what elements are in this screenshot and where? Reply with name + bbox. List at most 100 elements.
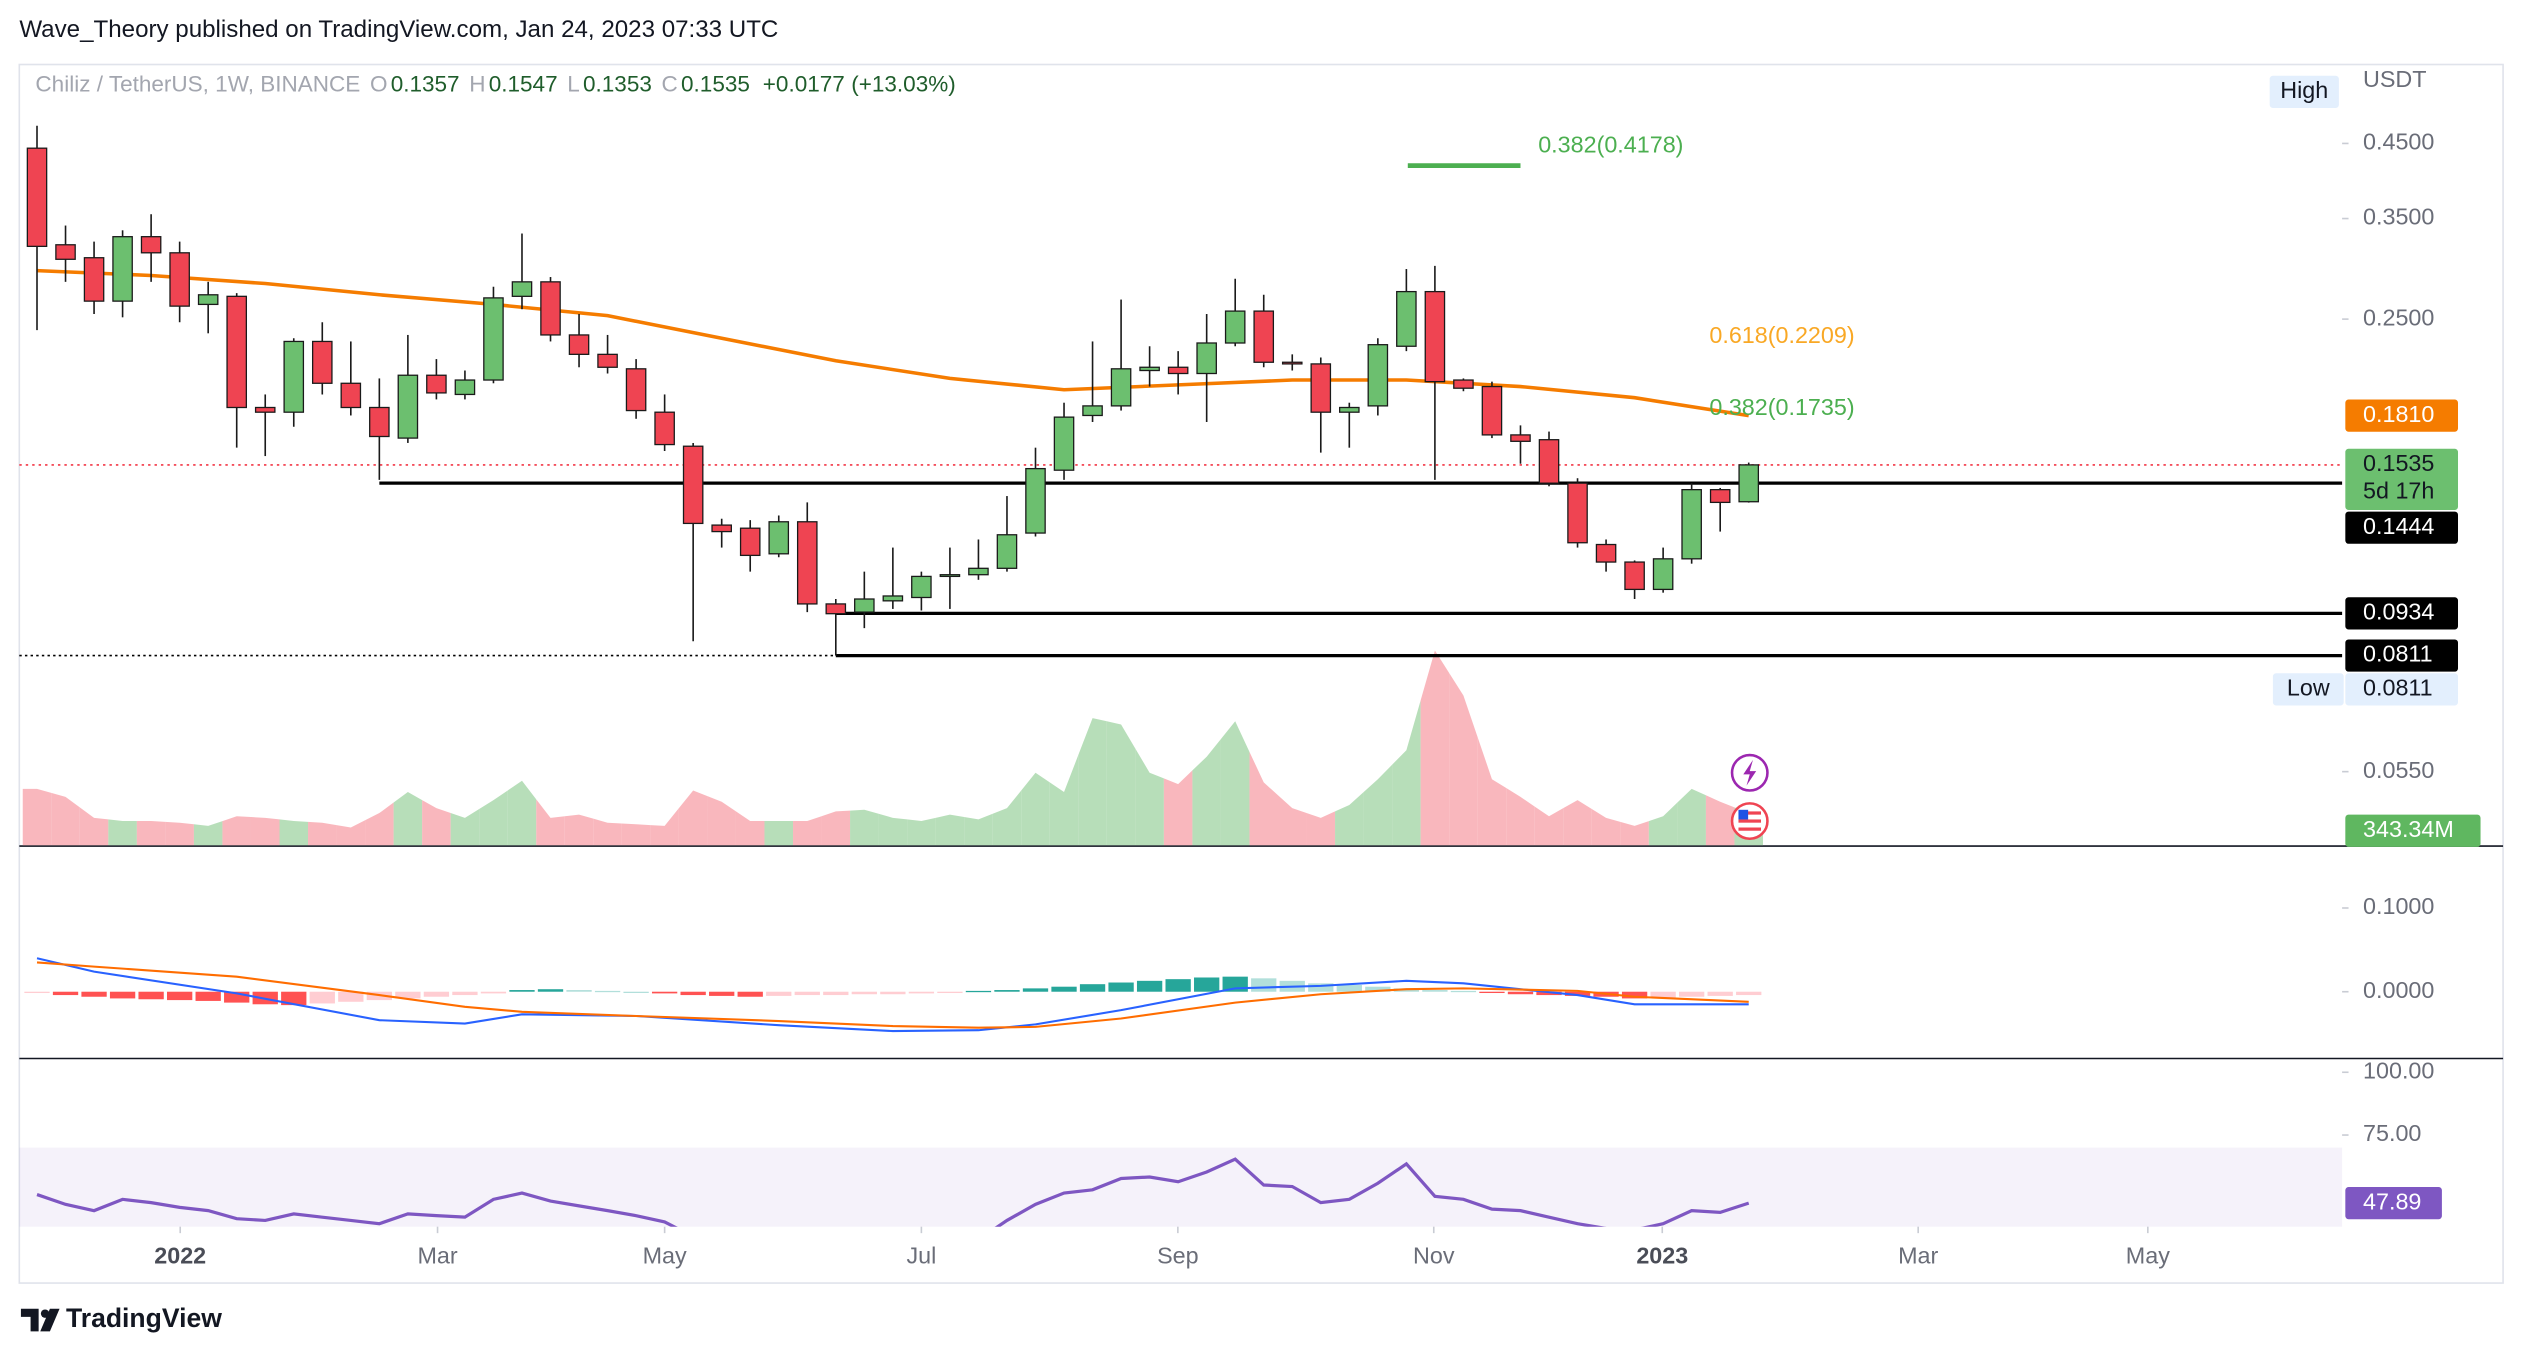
- candle-body: [283, 340, 305, 413]
- symbol-legend: Chiliz / TetherUS, 1W, BINANCE O 0.1357 H 0.…: [35, 71, 955, 96]
- macd-histogram-bar: [395, 991, 421, 999]
- macd-histogram-bar: [1536, 991, 1562, 996]
- macd-histogram-bar: [680, 991, 706, 996]
- macd-histogram-bar: [1365, 986, 1391, 992]
- volume-area: [450, 808, 480, 846]
- volume-area: [650, 808, 679, 846]
- x-tick-label: Mar: [1898, 1242, 1938, 1268]
- macd-histogram-bar: [737, 991, 763, 997]
- candle-body: [1367, 344, 1389, 407]
- volume-area: [1620, 821, 1649, 846]
- volume-area: [250, 817, 280, 846]
- macd-histogram-bar: [81, 991, 107, 997]
- macd-histogram-bar: [965, 990, 992, 993]
- symbol-name: Chiliz / TetherUS, 1W, BINANCE: [35, 71, 360, 96]
- macd-histogram-bar: [1450, 990, 1477, 993]
- candle-body: [1652, 558, 1674, 591]
- macd-histogram-bar: [937, 991, 963, 994]
- volume-area: [536, 799, 565, 846]
- price-box-label: 0.1535: [2363, 450, 2434, 476]
- volume-area: [1677, 788, 1706, 846]
- y-tick-label: 0.3500: [2363, 204, 2434, 230]
- macd-histogram-bar: [1194, 977, 1220, 992]
- candle-body: [825, 603, 847, 615]
- macd-histogram-bar: [52, 991, 79, 996]
- ohlc-key: L: [567, 71, 580, 96]
- volume-area: [507, 780, 537, 846]
- ohlc-key: O: [370, 71, 388, 96]
- volume-box-label: 343.34M: [2363, 816, 2454, 842]
- macd-line: [36, 957, 1749, 1033]
- volume-area: [1078, 718, 1107, 846]
- candle-body: [939, 574, 961, 578]
- candle-body: [1538, 439, 1560, 484]
- candle-body: [197, 294, 219, 306]
- candle-body: [796, 521, 818, 605]
- price-box: [2345, 448, 2459, 510]
- axis-unit: USDT: [2363, 66, 2427, 92]
- candle-body: [1310, 363, 1332, 413]
- price-box-label: 5d 17h: [2363, 477, 2434, 503]
- icon-lightning: [1743, 759, 1757, 786]
- candle-body: [1396, 290, 1417, 347]
- price-box: [2345, 597, 2459, 630]
- change: +0.0177: [763, 71, 845, 96]
- macd-histogram-bar: [195, 991, 221, 1001]
- candle-body: [483, 297, 504, 381]
- macd-histogram-bar: [1051, 986, 1077, 992]
- macd-histogram-bar: [452, 991, 478, 996]
- volume-area: [764, 821, 794, 846]
- volume-area: [1477, 737, 1507, 846]
- macd-histogram-bar: [1650, 991, 1676, 998]
- volume-area: [907, 817, 936, 846]
- candle-body: [1139, 366, 1160, 372]
- volume-area: [279, 819, 309, 846]
- volume-area: [1534, 806, 1564, 846]
- volume-area: [1306, 811, 1336, 846]
- volume-area: [593, 818, 622, 846]
- volume-area: [108, 819, 137, 846]
- volume-area: [621, 823, 651, 846]
- candle-body: [254, 406, 276, 413]
- macd-histogram-bar: [908, 991, 935, 994]
- macd-histogram-bar: [309, 991, 335, 1004]
- candle-body: [1424, 290, 1446, 383]
- macd-histogram-bar: [1679, 991, 1705, 997]
- macd-histogram-bar: [1165, 979, 1191, 992]
- volume-area: [51, 792, 80, 846]
- macd-tick-label: 0.0000: [2363, 977, 2434, 1003]
- candle-body: [112, 236, 133, 302]
- macd-histogram-bar: [594, 990, 621, 993]
- icon-stripe: [1738, 827, 1762, 831]
- volume-area: [336, 820, 366, 846]
- candle-body: [854, 598, 875, 613]
- volume-area: [1420, 650, 1450, 846]
- macd-histogram-bar: [1422, 990, 1448, 992]
- candle-body: [55, 244, 76, 260]
- candle-body: [140, 236, 162, 254]
- price-box-label: 0.1810: [2363, 401, 2434, 427]
- plot-layer: Chiliz / TetherUS, 1W, BINANCE O 0.1357 H 0.…: [19, 66, 2481, 1268]
- ohlc-key: C: [662, 71, 678, 96]
- candle-body: [597, 353, 618, 368]
- volume-area: [365, 802, 394, 846]
- volume-area: [222, 816, 251, 846]
- rsi-tick-label: 100.00: [2363, 1057, 2434, 1083]
- candle-body: [1510, 434, 1531, 442]
- candle-body: [1567, 482, 1588, 544]
- macd-histogram-bar: [1707, 991, 1733, 996]
- volume-area: [850, 809, 879, 846]
- low-tag: [2272, 673, 2344, 706]
- volume-area: [1277, 795, 1307, 846]
- macd-histogram-bar: [1136, 980, 1163, 992]
- candle-body: [625, 368, 647, 412]
- fib-label: 0.382(0.1735): [1709, 394, 1854, 420]
- candle-body: [996, 534, 1018, 569]
- candle-body: [1167, 366, 1189, 375]
- candle-body: [1681, 489, 1702, 560]
- macd-histogram-bar: [1564, 991, 1591, 996]
- volume-area: [992, 790, 1022, 846]
